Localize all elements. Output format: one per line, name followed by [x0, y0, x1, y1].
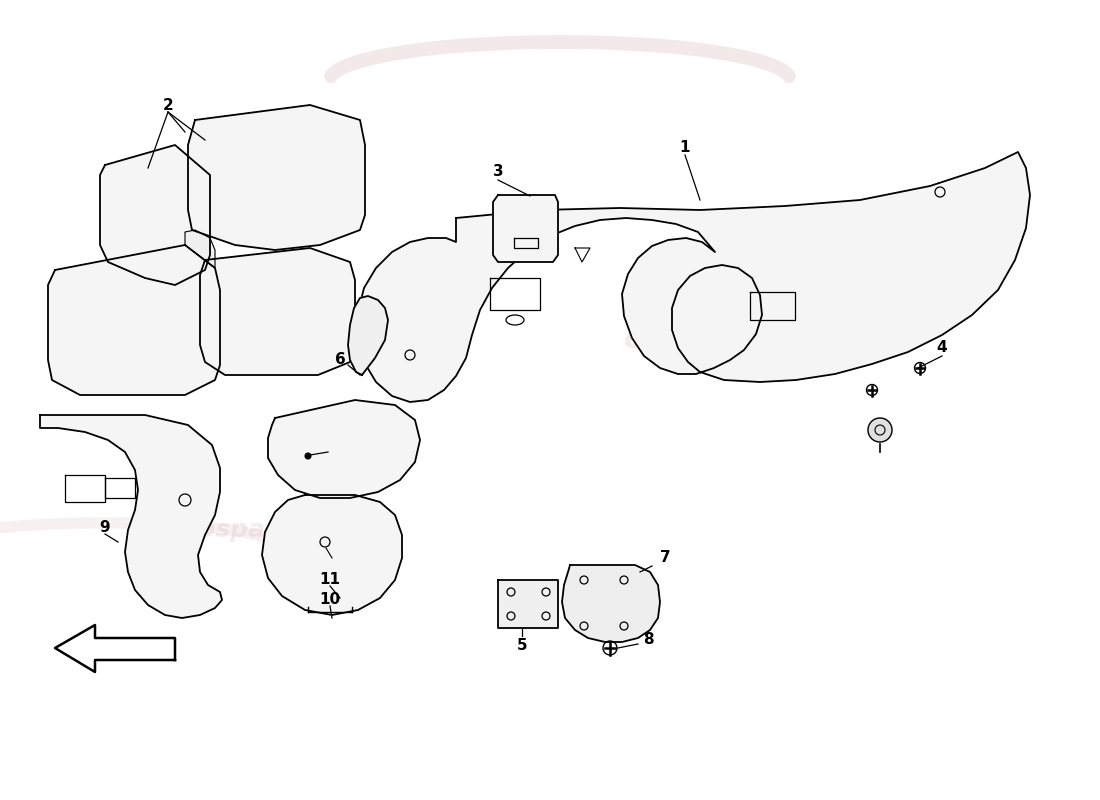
Polygon shape [185, 230, 214, 268]
Polygon shape [268, 400, 420, 498]
Text: 8: 8 [642, 633, 653, 647]
Text: 6: 6 [334, 353, 345, 367]
Text: 11: 11 [319, 573, 341, 587]
Text: 3: 3 [493, 165, 504, 179]
Text: 9: 9 [100, 521, 110, 535]
Circle shape [868, 418, 892, 442]
Text: eurospares: eurospares [624, 326, 816, 354]
Text: 4: 4 [937, 341, 947, 355]
Text: 2: 2 [163, 98, 174, 113]
Text: 5: 5 [517, 638, 527, 653]
Circle shape [305, 453, 311, 459]
Text: 7: 7 [660, 550, 670, 566]
Polygon shape [262, 495, 402, 615]
Polygon shape [200, 248, 355, 375]
Polygon shape [188, 105, 365, 250]
Text: 1: 1 [680, 141, 691, 155]
Text: 10: 10 [319, 593, 341, 607]
Polygon shape [498, 580, 558, 628]
Polygon shape [48, 245, 220, 395]
Polygon shape [348, 296, 388, 375]
Polygon shape [40, 415, 222, 618]
Text: eurospares: eurospares [151, 518, 309, 542]
Polygon shape [562, 565, 660, 642]
Polygon shape [100, 145, 210, 285]
Polygon shape [55, 625, 175, 672]
Polygon shape [493, 195, 558, 262]
Polygon shape [358, 152, 1030, 402]
